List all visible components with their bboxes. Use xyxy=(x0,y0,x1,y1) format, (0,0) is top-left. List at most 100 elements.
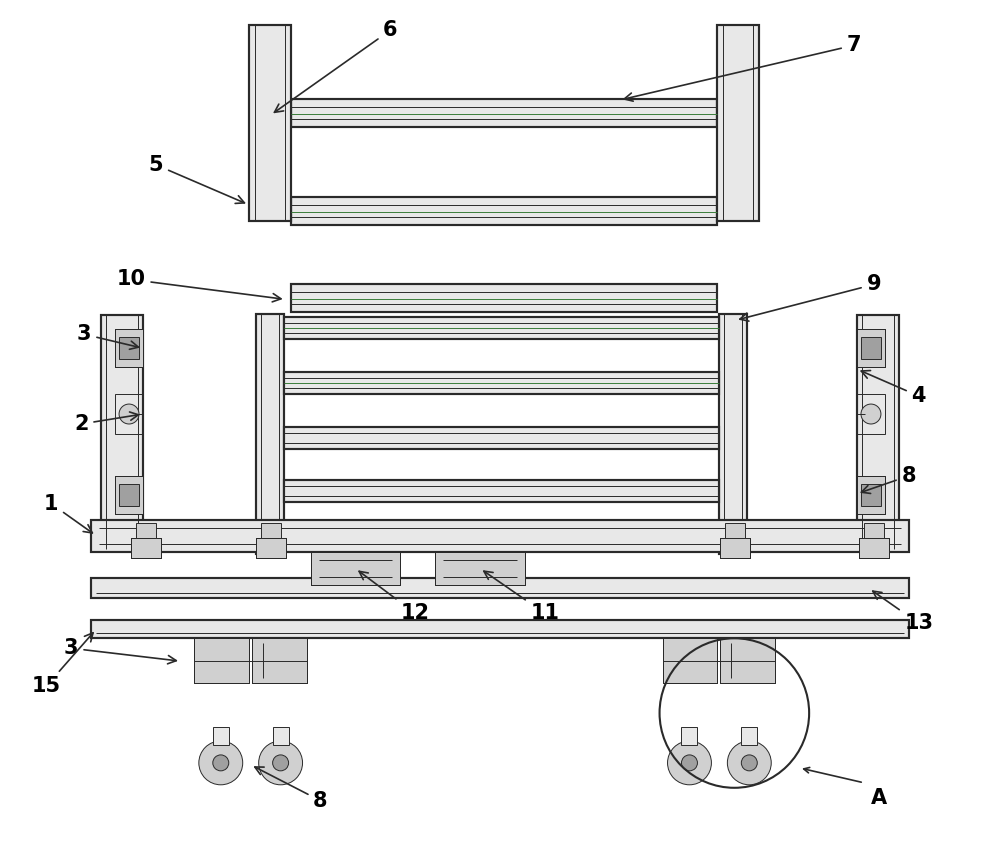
Bar xyxy=(741,727,757,745)
Bar xyxy=(311,552,400,586)
Bar xyxy=(864,522,884,538)
Bar xyxy=(119,484,139,506)
Text: 3: 3 xyxy=(77,324,138,349)
Text: 13: 13 xyxy=(873,591,933,633)
Bar xyxy=(115,476,143,514)
Bar xyxy=(284,372,719,394)
Bar xyxy=(720,538,750,558)
Bar xyxy=(284,427,719,449)
Text: 8: 8 xyxy=(255,767,328,811)
Circle shape xyxy=(259,741,303,785)
Bar xyxy=(249,25,291,220)
Bar xyxy=(717,25,759,220)
Circle shape xyxy=(119,404,139,424)
Bar xyxy=(101,316,143,549)
Bar xyxy=(291,284,717,312)
Bar xyxy=(663,638,717,683)
Circle shape xyxy=(741,755,757,771)
Bar xyxy=(435,552,525,586)
Bar xyxy=(252,638,307,683)
Bar xyxy=(857,476,885,514)
Bar xyxy=(284,317,719,339)
Text: 12: 12 xyxy=(359,571,430,624)
Bar xyxy=(252,638,307,683)
Text: 11: 11 xyxy=(484,571,559,624)
Circle shape xyxy=(199,741,243,785)
Bar xyxy=(284,372,719,394)
Bar xyxy=(291,284,717,312)
Bar xyxy=(861,484,881,506)
Bar xyxy=(717,25,759,220)
Bar xyxy=(136,522,156,538)
Bar xyxy=(663,638,717,683)
Bar xyxy=(857,329,885,367)
Text: 10: 10 xyxy=(117,269,281,302)
Bar xyxy=(249,25,291,220)
Bar xyxy=(91,520,909,552)
Bar xyxy=(115,394,143,434)
Bar xyxy=(256,314,284,554)
Bar xyxy=(725,522,745,538)
Bar xyxy=(720,538,750,558)
Bar xyxy=(857,316,899,549)
Bar xyxy=(91,620,909,638)
Circle shape xyxy=(681,755,697,771)
Bar xyxy=(720,638,775,683)
Text: 1: 1 xyxy=(44,494,92,533)
Bar xyxy=(91,578,909,598)
Bar xyxy=(719,314,747,554)
Bar xyxy=(115,476,143,514)
Text: A: A xyxy=(871,787,887,808)
Bar xyxy=(115,329,143,367)
Text: 15: 15 xyxy=(32,633,93,696)
Bar xyxy=(115,329,143,367)
Bar xyxy=(194,638,249,683)
Text: 9: 9 xyxy=(740,274,881,321)
Bar xyxy=(291,197,717,225)
Bar xyxy=(101,316,143,549)
Bar xyxy=(91,578,909,598)
Bar xyxy=(861,338,881,360)
Bar xyxy=(119,338,139,360)
Bar xyxy=(859,538,889,558)
Bar xyxy=(131,538,161,558)
Circle shape xyxy=(727,741,771,785)
Bar xyxy=(311,552,400,586)
Bar xyxy=(91,620,909,638)
Bar xyxy=(256,314,284,554)
Text: 6: 6 xyxy=(274,20,398,112)
Bar xyxy=(261,522,281,538)
Bar xyxy=(131,538,161,558)
Bar xyxy=(857,316,899,549)
Bar xyxy=(91,520,909,552)
Bar xyxy=(857,394,885,434)
Circle shape xyxy=(861,404,881,424)
Bar xyxy=(284,479,719,501)
Text: 7: 7 xyxy=(624,35,861,101)
Bar xyxy=(291,99,717,127)
Bar xyxy=(720,638,775,683)
Bar xyxy=(284,479,719,501)
Text: 2: 2 xyxy=(74,412,138,434)
Circle shape xyxy=(668,741,711,785)
Bar xyxy=(291,197,717,225)
Bar xyxy=(256,538,286,558)
Bar xyxy=(194,638,249,683)
Bar xyxy=(284,427,719,449)
Bar xyxy=(256,538,286,558)
Bar xyxy=(859,538,889,558)
Bar xyxy=(681,727,697,745)
Bar xyxy=(291,99,717,127)
Bar xyxy=(213,727,229,745)
Text: 3: 3 xyxy=(64,638,176,664)
Bar xyxy=(284,317,719,339)
Bar xyxy=(273,727,289,745)
Bar xyxy=(435,552,525,586)
Text: 5: 5 xyxy=(149,154,244,203)
Circle shape xyxy=(273,755,289,771)
Circle shape xyxy=(213,755,229,771)
Text: 8: 8 xyxy=(861,466,916,494)
Bar xyxy=(857,329,885,367)
Bar xyxy=(857,476,885,514)
Text: 4: 4 xyxy=(861,371,926,406)
